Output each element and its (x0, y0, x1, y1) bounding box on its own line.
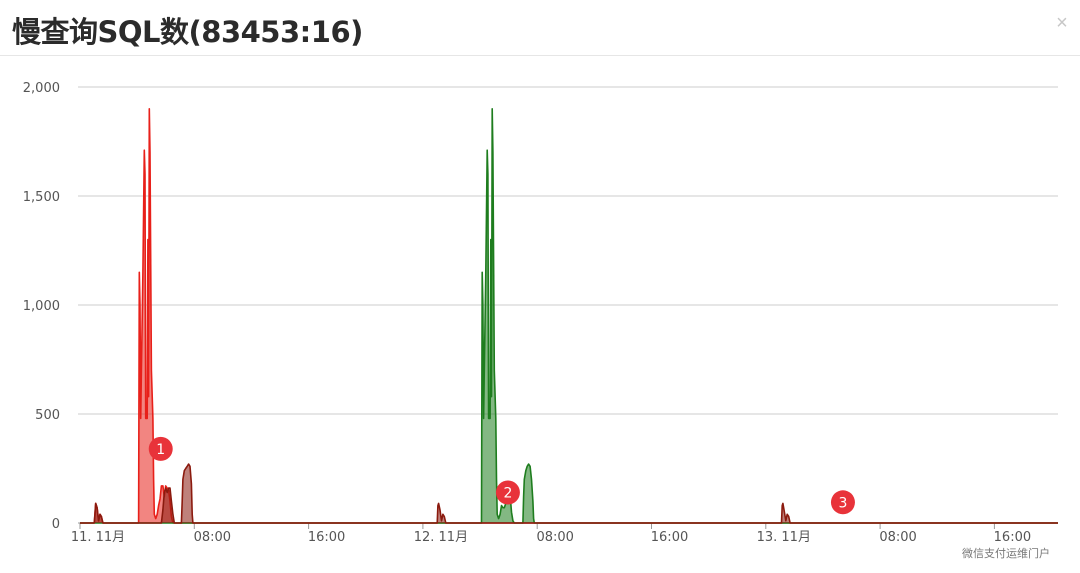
x-axis-ticks: 11. 11月 08:00 16:00 12. 11月 08:00 16:00 13. 11… (71, 523, 1031, 545)
dialog-header: 慢查询SQL数(83453:16) × (0, 0, 1080, 56)
series-line-s3 (80, 463, 1058, 524)
annotation-label: 1 (156, 442, 165, 458)
y-tick-label: 2,000 (23, 81, 60, 96)
x-tick-label: 16:00 (651, 530, 688, 545)
x-tick-label: 13. 11月 (757, 530, 811, 545)
x-tick-label: 08:00 (879, 530, 916, 545)
annotation-label: 2 (503, 485, 512, 501)
y-tick-label: 1,500 (23, 190, 60, 205)
y-tick-label: 0 (52, 517, 60, 532)
x-tick-label: 08:00 (194, 530, 231, 545)
series-group (80, 107, 1058, 524)
grid (78, 86, 1058, 524)
annotation-label: 3 (838, 495, 847, 511)
close-icon[interactable]: × (1056, 12, 1068, 34)
x-tick-label: 16:00 (994, 530, 1031, 545)
annotation-badge-2: 2 (495, 480, 520, 505)
x-tick-label: 12. 11月 (414, 530, 468, 545)
slow-sql-chart: 0 500 1,000 1,500 2,000 11. 11月 08:00 16:00 12.… (23, 81, 1058, 545)
annotation-badge-3: 3 (830, 490, 855, 515)
series-area-s1 (80, 108, 1058, 524)
series-area-s3 (80, 464, 1058, 523)
series-line-s1 (80, 107, 1058, 524)
y-axis-ticks: 0 500 1,000 1,500 2,000 (23, 81, 60, 532)
series-line-s2 (80, 107, 1058, 524)
annotation-badges: 1 2 3 (148, 436, 855, 515)
y-tick-label: 1,000 (23, 299, 60, 314)
x-tick-label: 11. 11月 (71, 530, 125, 545)
series-area-s2 (80, 108, 1058, 524)
annotation-badge-1: 1 (148, 436, 173, 461)
watermark: 微信支付运维门户 (962, 547, 1050, 560)
x-tick-label: 16:00 (308, 530, 345, 545)
dialog-title: 慢查询SQL数(83453:16) (12, 15, 363, 49)
y-tick-label: 500 (35, 408, 60, 423)
x-tick-label: 08:00 (536, 530, 573, 545)
